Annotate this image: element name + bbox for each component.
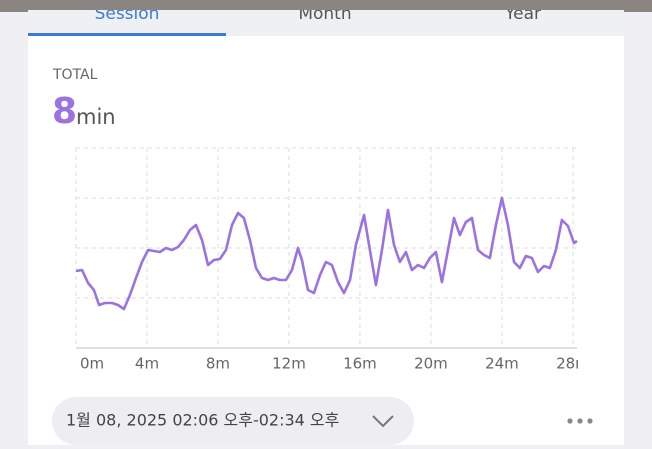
tab[interactable]: Month	[298, 4, 351, 24]
total-unit: min	[76, 105, 116, 129]
photo-strip	[0, 0, 652, 12]
x-tick-label: 16m	[343, 355, 377, 373]
dropdown-chevron[interactable]	[372, 415, 394, 428]
card	[28, 10, 624, 445]
x-tick-label: 4m	[135, 355, 159, 373]
total-label: TOTAL	[52, 67, 98, 83]
tab-indicator	[28, 33, 226, 36]
data-line	[75, 196, 578, 311]
x-tick-label: 28m	[556, 355, 590, 373]
tab[interactable]: Session	[95, 4, 160, 24]
x-tick-label: 24m	[485, 355, 519, 373]
date-pill[interactable]	[52, 397, 414, 445]
tab[interactable]: Year	[504, 4, 541, 24]
tab-bar	[28, 10, 624, 36]
date-range: 1월 08, 2025 02:06 오후-02:34 오후	[66, 411, 339, 430]
dot	[587, 418, 593, 424]
x-tick-label: 20m	[414, 355, 448, 373]
dot	[577, 418, 583, 424]
chart: 0m 4m 8m 12m 16m 20m 24m 28m	[75, 147, 590, 373]
more-button[interactable]	[567, 418, 593, 424]
x-tick-label: 12m	[272, 355, 306, 373]
total-value: 8	[52, 91, 77, 132]
dot	[567, 418, 573, 424]
x-tick-label: 0m	[80, 355, 104, 373]
x-tick-label: 8m	[206, 355, 230, 373]
